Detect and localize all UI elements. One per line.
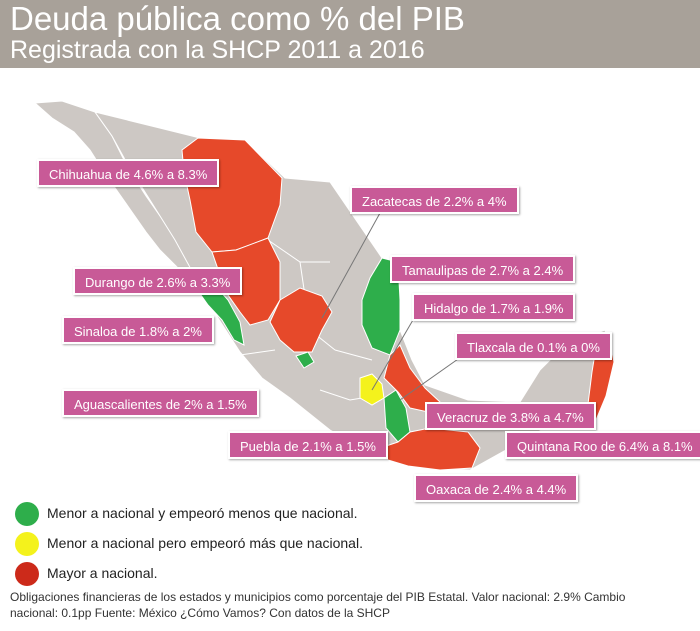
footnote: Obligaciones financieras de los estados … <box>10 590 626 620</box>
title-banner: Deuda pública como % del PIB Registrada … <box>0 0 700 68</box>
legend-text: Menor a nacional pero empeoró más que na… <box>47 535 363 551</box>
label-durango: Durango de 2.6% a 3.3% <box>73 267 243 295</box>
page-title: Deuda pública como % del PIB <box>10 0 465 37</box>
mexico-map <box>33 100 615 471</box>
label-zacatecas: Zacatecas de 2.2% a 4% <box>350 186 519 214</box>
legend-text: Mayor a nacional. <box>47 565 158 581</box>
page-subtitle: Registrada con la SHCP 2011 a 2016 <box>10 36 425 64</box>
label-oaxaca: Oaxaca de 2.4% a 4.4% <box>414 474 579 502</box>
legend-text: Menor a nacional y empeoró menos que nac… <box>47 505 358 521</box>
label-quintana-roo: Quintana Roo de 6.4% a 8.1% <box>505 431 700 459</box>
legend-dot-green <box>15 502 39 526</box>
legend-dot-yellow <box>15 532 39 556</box>
label-aguascalientes: Aguascalientes de 2% a 1.5% <box>62 389 259 417</box>
label-tlaxcala: Tlaxcala de 0.1% a 0% <box>455 332 612 360</box>
legend-dot-red <box>15 562 39 586</box>
label-sinaloa: Sinaloa de 1.8% a 2% <box>62 316 214 344</box>
label-veracruz: Veracruz de 3.8% a 4.7% <box>425 402 596 430</box>
aguascalientes-region <box>295 351 315 369</box>
label-tamaulipas: Tamaulipas de 2.7% a 2.4% <box>390 255 576 283</box>
oaxaca-region <box>379 427 481 471</box>
callout-lines <box>321 212 469 401</box>
label-chihuahua: Chihuahua de 4.6% a 8.3% <box>37 159 220 187</box>
label-puebla: Puebla de 2.1% a 1.5% <box>228 431 388 459</box>
label-hidalgo: Hidalgo de 1.7% a 1.9% <box>412 293 576 321</box>
zacatecas-region <box>269 287 333 353</box>
